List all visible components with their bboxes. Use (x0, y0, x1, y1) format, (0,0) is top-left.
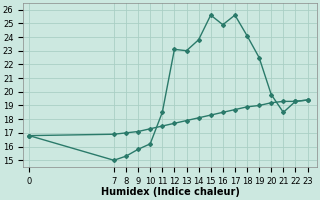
X-axis label: Humidex (Indice chaleur): Humidex (Indice chaleur) (101, 187, 240, 197)
